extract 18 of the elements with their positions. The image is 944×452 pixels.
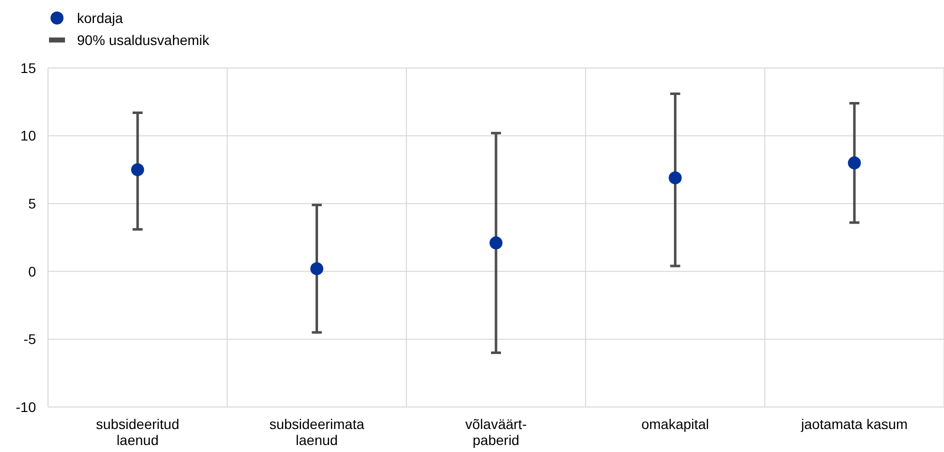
x-tick-label: subsideerimata laenud <box>269 416 364 448</box>
y-tick-label: -5 <box>24 331 36 348</box>
text: 90% usaldusvahemik <box>77 32 210 48</box>
y-tick-label: 10 <box>20 128 36 144</box>
x-tick-label: jaotamata kasum <box>800 416 908 432</box>
y-tick-label: 15 <box>20 60 36 76</box>
x-tick-label: võlaväärt- paberid <box>465 416 528 448</box>
x-tick-label: subsideeritud laenud <box>96 416 180 448</box>
y-tick-label: -10 <box>16 398 36 415</box>
point <box>310 262 324 276</box>
point <box>131 163 144 176</box>
y-tick-label: 5 <box>28 196 36 212</box>
point <box>668 171 682 184</box>
legend-label: kordaja <box>77 10 124 26</box>
x-tick-label: omakapital <box>641 416 710 432</box>
y-tick-label: 0 <box>28 263 36 280</box>
point <box>490 236 502 250</box>
point <box>848 156 861 170</box>
